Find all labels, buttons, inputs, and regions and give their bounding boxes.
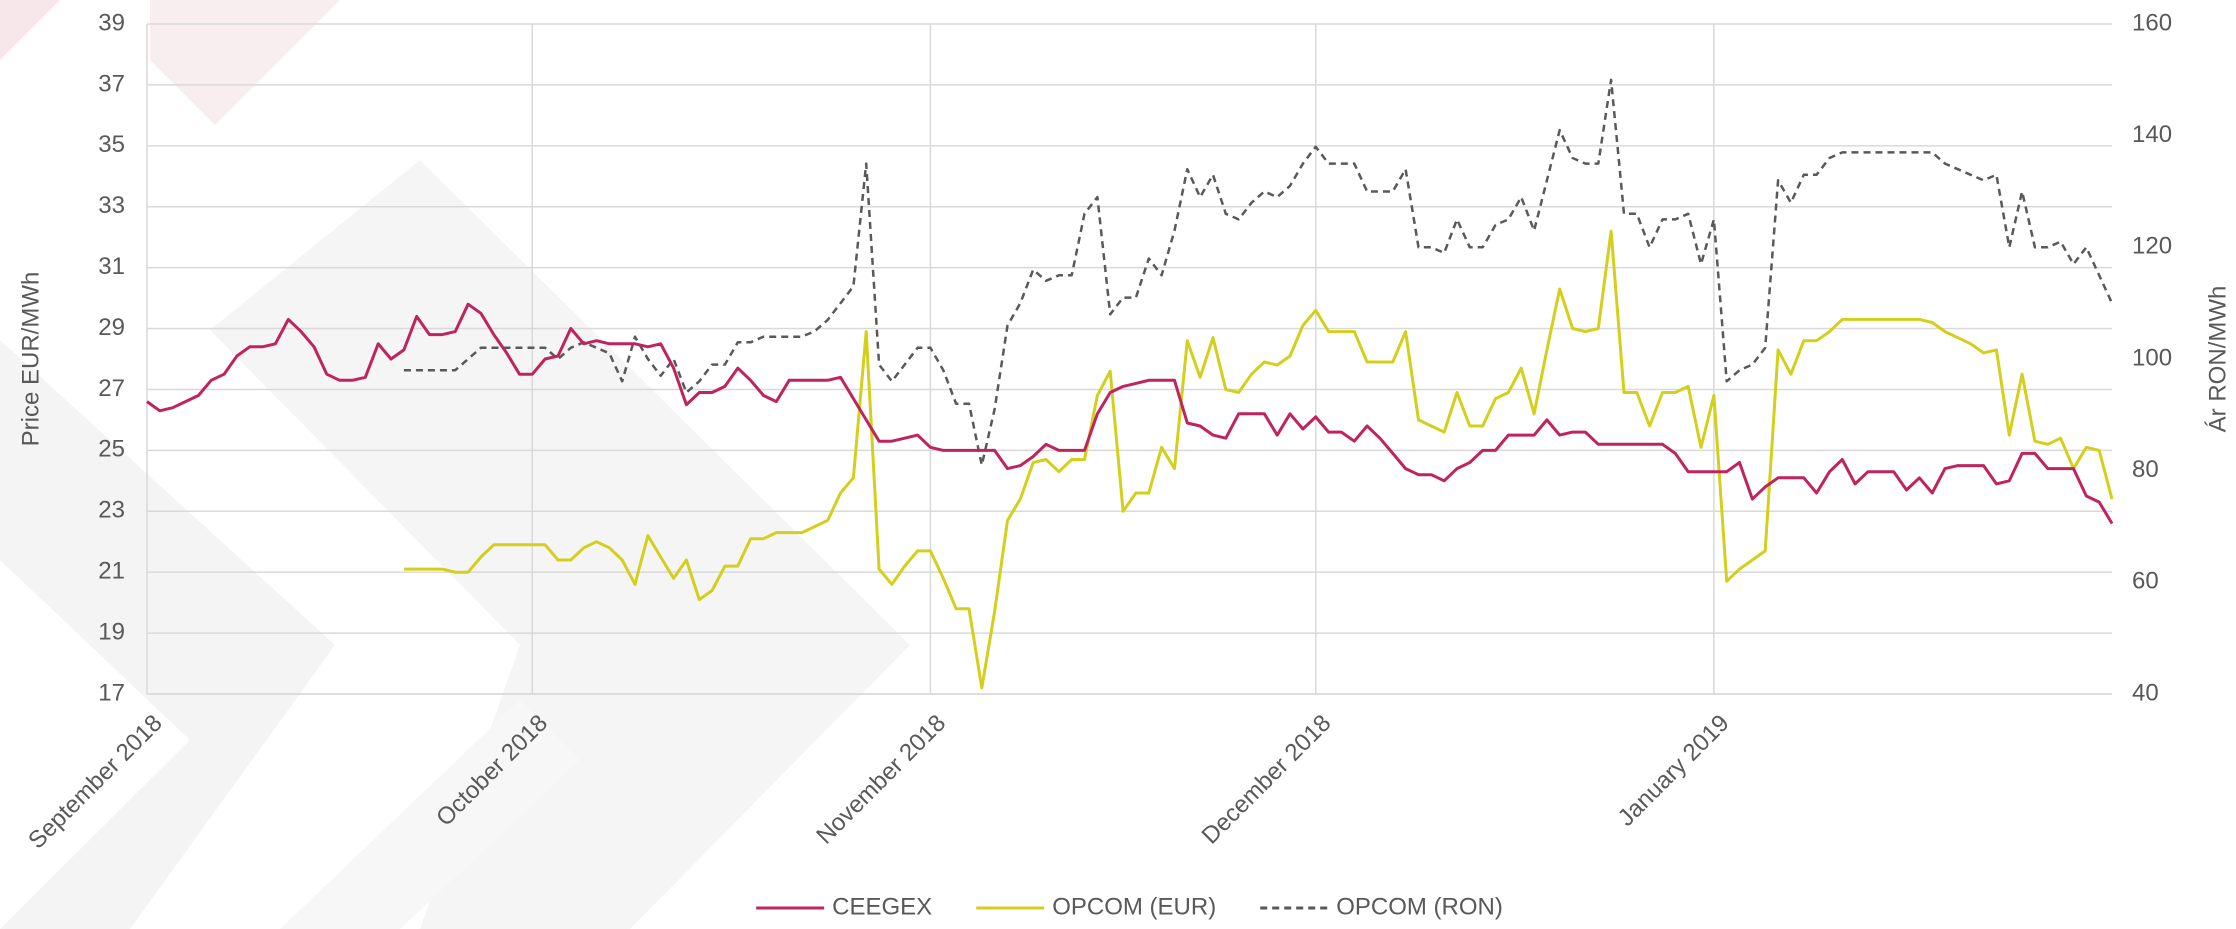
series-line — [146, 302, 2114, 525]
y-tick-label: 39 — [98, 9, 125, 36]
x-tick-label: November 2018 — [811, 710, 951, 850]
y-tick-label: 31 — [98, 253, 125, 280]
decor-chevron-left — [0, 340, 335, 929]
y-tick-label: 17 — [98, 679, 125, 706]
legend: CEEGEX OPCOM (EUR) OPCOM (RON) — [756, 893, 1503, 920]
y2-tick-label: 140 — [2132, 121, 2172, 148]
y-tick-label: 27 — [98, 375, 125, 402]
y2-tick-label: 160 — [2132, 9, 2172, 36]
y-tick-label: 29 — [98, 314, 125, 341]
series-line — [403, 229, 2114, 690]
y-tick-label: 33 — [98, 192, 125, 219]
y2-tick-label: 60 — [2132, 568, 2159, 595]
decor-pink-stripe — [150, 0, 340, 125]
y-tick-label: 37 — [98, 70, 125, 97]
decor-pink-corner — [0, 0, 60, 60]
y2-axis-title: Ár RON/MWh — [2204, 286, 2231, 433]
y2-tick-label: 120 — [2132, 233, 2172, 260]
y-axis-title: Price EUR/MWh — [17, 272, 44, 447]
y-tick-label: 35 — [98, 131, 125, 158]
y-tick-label: 25 — [98, 436, 125, 463]
y2-tick-label: 100 — [2132, 344, 2172, 371]
y2-tick-label: 80 — [2132, 456, 2159, 483]
x-tick-label: December 2018 — [1197, 710, 1337, 850]
decor-chevron-middle — [210, 160, 910, 929]
y-tick-label: 23 — [98, 497, 125, 524]
y-tick-label: 21 — [98, 558, 125, 585]
series-line — [403, 78, 2114, 467]
legend-label: CEEGEX — [832, 893, 932, 920]
legend-label: OPCOM (EUR) — [1052, 893, 1216, 920]
decor-chevron-small — [280, 700, 580, 929]
x-tick-label: January 2019 — [1613, 710, 1735, 832]
legend-label: OPCOM (RON) — [1336, 893, 1503, 920]
y-tick-label: 19 — [98, 618, 125, 645]
y2-tick-label: 40 — [2132, 679, 2159, 706]
